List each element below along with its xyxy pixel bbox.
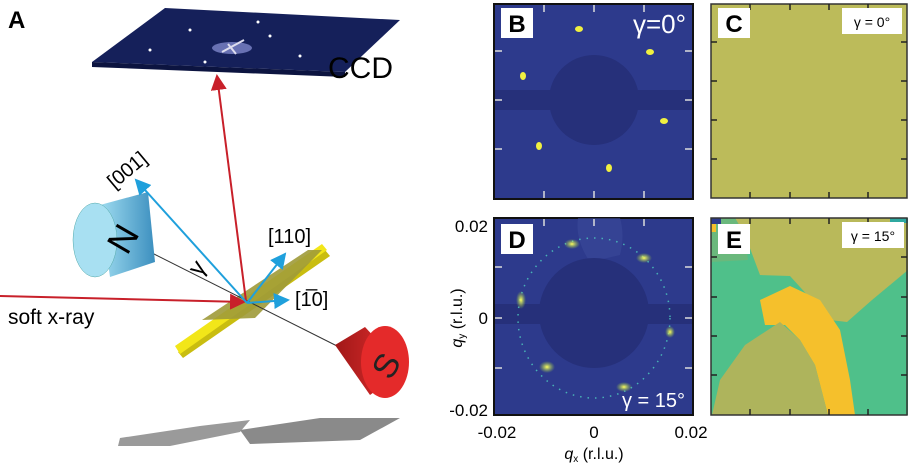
axis-110-label: [110] (268, 226, 311, 248)
beam-label: soft x-ray (8, 306, 95, 329)
x-axis: -0.02 0 0.02 qx (r.l.u.) (478, 423, 708, 463)
ccd-label: CCD (328, 52, 393, 85)
diffuse-peaks (516, 239, 675, 392)
y-axis-label: qy (r.l.u.) (449, 288, 468, 347)
panel-letter-a: A (8, 7, 25, 34)
x-tick-label: 0.02 (674, 423, 707, 442)
gamma-label-c: γ = 0° (854, 14, 890, 30)
y-tick-label: 0 (479, 309, 488, 328)
axis-001-arrow (134, 178, 248, 304)
axis-1-10-label: [1̅0] (295, 288, 328, 311)
y-tick-label: 0.02 (455, 217, 488, 236)
ticks-c (711, 4, 907, 198)
incident-beam (0, 293, 246, 310)
scattered-beam (210, 74, 247, 302)
y-axis: 0.02 0 -0.02 qy (r.l.u.) (449, 217, 488, 420)
gamma-label-b: γ=0° (633, 9, 686, 39)
panel-c: C γ = 0° (710, 3, 908, 199)
panel-letter-b: B (508, 11, 525, 38)
magnet-south: S (335, 326, 409, 398)
gamma-label-d: γ = 15° (622, 390, 685, 412)
x-tick-label: -0.02 (478, 423, 517, 442)
panel-letter-c: C (725, 11, 742, 38)
bragg-peaks (520, 26, 668, 172)
gamma-label-e: γ = 15° (851, 228, 895, 244)
panel-letter-d: D (508, 227, 525, 254)
axis-001-label: [001] (103, 148, 151, 193)
shadow (118, 418, 400, 446)
ccd-detector (92, 8, 400, 77)
magnet-north: N (72, 192, 155, 278)
panel-b: B γ=0° (493, 3, 694, 200)
ticks-b (495, 5, 692, 198)
ticks-e (711, 218, 907, 415)
x-tick-label: 0 (589, 423, 598, 442)
axis-1-10-arrow (246, 293, 290, 310)
panel-letter-e: E (726, 227, 742, 254)
x-axis-label: qx (r.l.u.) (564, 446, 623, 463)
panel-a: A CCD N S (0, 7, 409, 446)
axis-110-arrow (246, 252, 287, 304)
y-tick-label: -0.02 (449, 401, 488, 420)
panel-e: E γ = 15° (710, 217, 908, 416)
ticks-d (495, 219, 692, 369)
panel-d: D γ = 15° -0.02 0 0.02 qx (r.l.u.) 0.02 … (449, 217, 708, 463)
